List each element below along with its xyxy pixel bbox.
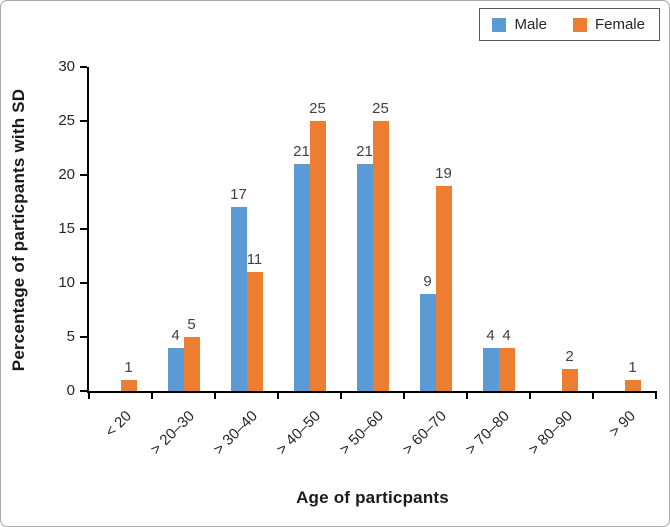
- bar-value-label: 19: [435, 164, 452, 182]
- x-tick-mark: [88, 391, 90, 399]
- bar-value-label: 4: [486, 326, 495, 344]
- bar-value-label: 21: [293, 143, 310, 161]
- bar-value-label: 1: [124, 359, 133, 377]
- legend: Male Female: [479, 8, 660, 41]
- y-tick-mark: [80, 282, 87, 284]
- bar-female: [183, 337, 200, 391]
- legend-item-male: Male: [492, 16, 547, 33]
- x-tick-mark: [466, 391, 468, 399]
- bar-male: [482, 347, 499, 391]
- bar-value-label: 25: [309, 100, 326, 117]
- x-tick-mark: [655, 391, 657, 399]
- bar-female: [498, 347, 515, 391]
- bar-male: [293, 164, 310, 391]
- legend-label-male: Male: [514, 16, 547, 33]
- bar-value-label: 17: [230, 186, 247, 204]
- bar-value-label: 4: [171, 326, 180, 344]
- y-tick-mark: [80, 336, 87, 338]
- y-tick-label: 20: [58, 166, 75, 183]
- x-tick-mark: [151, 391, 153, 399]
- bar-value-label: 25: [372, 100, 389, 117]
- bar-value-label: 11: [246, 251, 263, 269]
- y-axis-title: Percentage of particpants with SD: [9, 88, 28, 372]
- x-tick-mark: [403, 391, 405, 399]
- y-tick-label: 5: [66, 328, 75, 345]
- y-tick-label: 10: [58, 274, 75, 291]
- bar-male: [230, 207, 247, 391]
- bar-value-label: 5: [187, 316, 196, 333]
- bar-value-label: 2: [565, 348, 574, 366]
- bar-female: [120, 380, 137, 391]
- y-tick-label: 30: [58, 58, 75, 75]
- bar-female: [624, 380, 641, 391]
- y-tick-mark: [80, 228, 87, 230]
- bar-male: [419, 293, 436, 391]
- y-tick-mark: [80, 174, 87, 176]
- male-series-swatch: [492, 17, 507, 32]
- bar-female: [372, 121, 389, 391]
- y-tick-mark: [80, 66, 87, 68]
- x-axis-title: Age of particpants: [296, 488, 449, 507]
- x-tick-mark: [529, 391, 531, 399]
- bar-value-label: 9: [423, 272, 432, 290]
- x-tick-mark: [592, 391, 594, 399]
- x-tick-mark: [340, 391, 342, 399]
- y-tick-label: 25: [58, 112, 75, 129]
- legend-label-female: Female: [594, 16, 645, 33]
- bar-value-label: 4: [502, 326, 511, 344]
- bar-value-label: 1: [628, 359, 637, 377]
- y-tick-mark: [80, 120, 87, 122]
- bar-female: [435, 185, 452, 391]
- x-tick-mark: [277, 391, 279, 399]
- legend-item-female: Female: [572, 16, 645, 33]
- female-series-swatch: [572, 17, 587, 32]
- y-tick-mark: [80, 390, 87, 392]
- bar-value-label: 21: [356, 143, 373, 161]
- plot-area: 0 5 10 15 20 25 30 1 < 20 4 5 > 20–30 17 11 > 30–40 21 2…: [58, 58, 657, 458]
- x-tick-mark: [214, 391, 216, 399]
- y-tick-label: 0: [66, 382, 75, 399]
- y-tick-label: 15: [58, 220, 75, 237]
- bar-female: [246, 272, 263, 391]
- bar-male: [356, 164, 373, 391]
- bar-male: [167, 347, 184, 391]
- bar-female: [561, 369, 578, 391]
- bar-female: [309, 121, 326, 391]
